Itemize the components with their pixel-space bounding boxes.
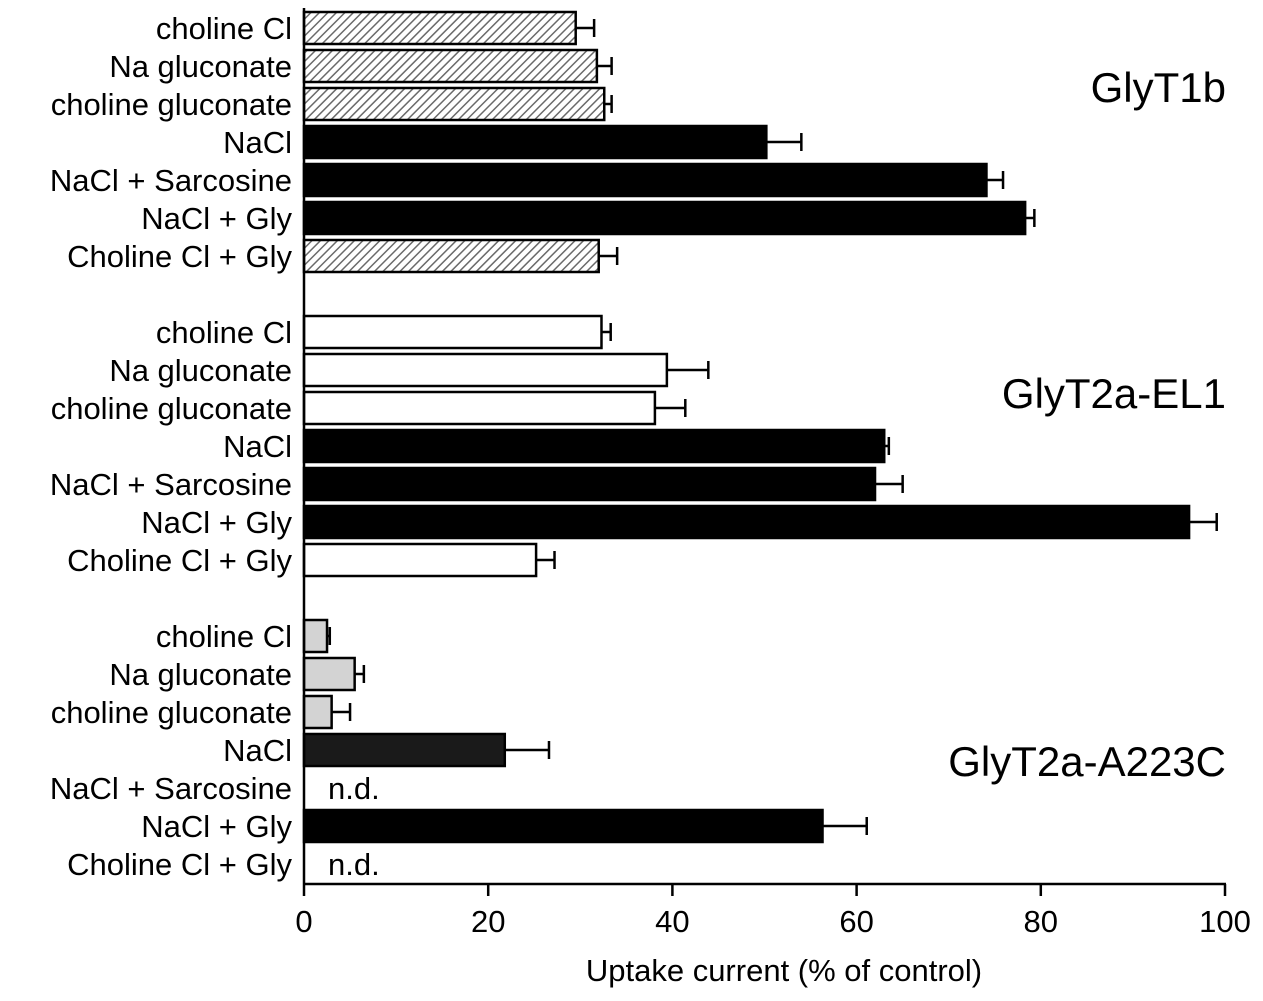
category-label: NaCl [223,733,292,768]
category-label: Na gluconate [109,657,292,692]
x-tick-label: 0 [295,904,312,939]
bar [302,466,877,502]
bar [302,238,600,274]
bar [302,10,577,46]
bar [302,542,538,578]
category-label: Choline Cl + Gly [67,239,292,274]
x-tick-label: 100 [1199,904,1251,939]
category-label: choline Cl [156,11,292,46]
bar [302,504,1191,540]
bars-layer: n.d. n.d. [302,10,1218,882]
bar [302,124,768,160]
category-label: Choline Cl + Gly [67,543,292,578]
category-label: NaCl + Gly [141,505,292,540]
category-label: NaCl + Sarcosine [50,771,292,806]
category-label: NaCl [223,429,292,464]
bar [302,808,824,844]
category-label: NaCl + Gly [141,201,292,236]
group-labels: GlyT1b GlyT2a-EL1 GlyT2a-A223C [948,64,1226,785]
group-label: GlyT1b [1091,64,1226,111]
category-label: NaCl [223,125,292,160]
bar [302,162,988,198]
bar [302,352,669,388]
category-label: choline gluconate [51,391,292,426]
bar [302,428,886,464]
category-label: NaCl + Sarcosine [50,467,292,502]
bar [302,86,606,122]
x-tick-label: 20 [471,904,505,939]
group-label: GlyT2a-EL1 [1002,370,1226,417]
bar [302,200,1027,236]
category-label: NaCl + Gly [141,809,292,844]
x-axis: 0 20 40 60 80 100 [295,8,1251,939]
category-label: Na gluconate [109,353,292,388]
bar [302,732,507,768]
not-determined-label: n.d. [328,771,380,806]
category-label: NaCl + Sarcosine [50,163,292,198]
category-label: choline gluconate [51,695,292,730]
bar [302,618,329,654]
bar [302,314,603,350]
bar [302,656,356,692]
category-label: choline gluconate [51,87,292,122]
not-determined-label: n.d. [328,847,380,882]
bar [302,390,657,426]
category-label: Na gluconate [109,49,292,84]
category-label: Choline Cl + Gly [67,847,292,882]
category-label: choline Cl [156,315,292,350]
x-tick-label: 40 [655,904,689,939]
x-tick-label: 80 [1024,904,1058,939]
category-label: choline Cl [156,619,292,654]
x-axis-title: Uptake current (% of control) [586,953,982,988]
group-label: GlyT2a-A223C [948,738,1226,785]
bar [302,48,599,84]
x-tick-label: 60 [839,904,873,939]
bar [302,694,333,730]
